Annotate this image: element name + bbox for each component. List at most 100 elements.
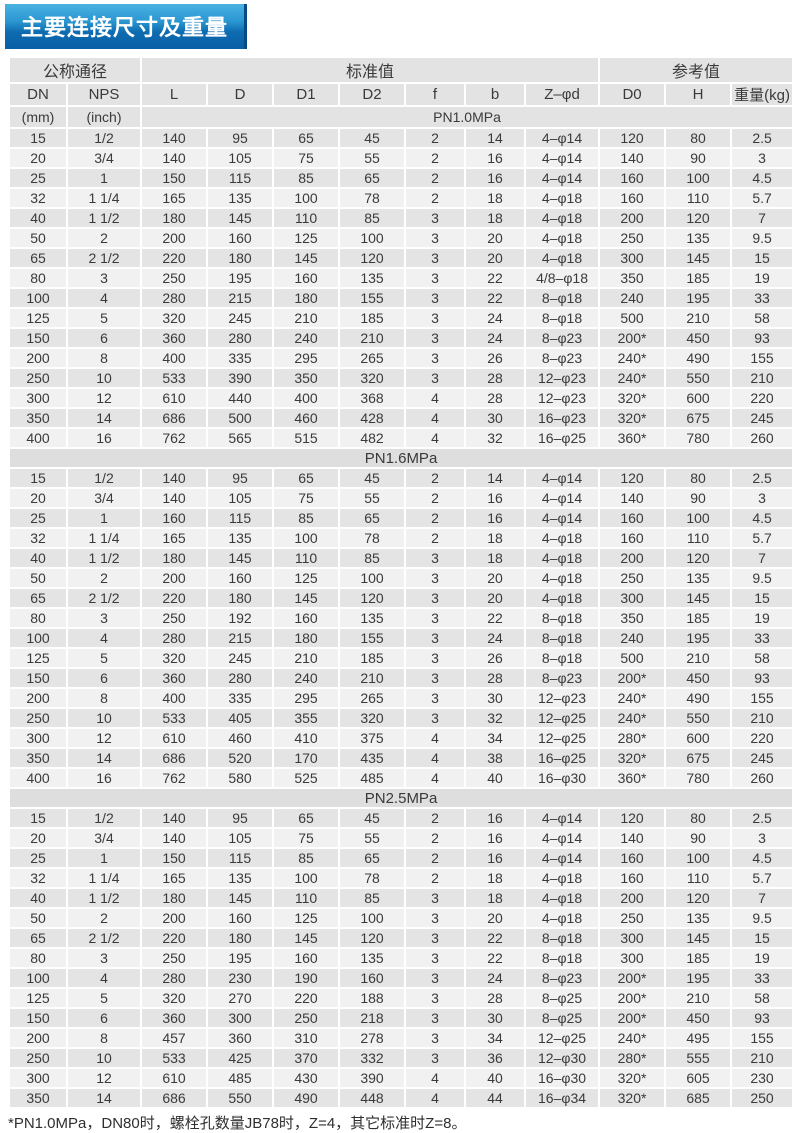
cell: 120: [598, 807, 667, 829]
cell: 3: [404, 587, 467, 609]
cell: 16–φ25: [524, 747, 601, 769]
cell: 3: [404, 567, 467, 589]
cell: 2: [404, 127, 467, 149]
cell: 110: [664, 867, 733, 889]
cell: 220: [730, 727, 795, 749]
cell: 28: [464, 667, 527, 689]
table-row: 25 1 160 115 85 65 2 16 4–φ14 160 100 4.5: [8, 507, 795, 529]
cell: 160: [598, 527, 667, 549]
table-row: 32 1 1/4 165 135 100 78 2 18 4–φ18 160 110 5.7: [8, 187, 795, 209]
cell: 686: [140, 1087, 209, 1109]
cell: 1: [65, 847, 143, 869]
cell: 3: [404, 627, 467, 649]
cell: 100: [338, 567, 407, 589]
cell: 38: [464, 747, 527, 769]
cell: 2: [404, 807, 467, 829]
cell: 65: [272, 807, 341, 829]
cell: 210: [338, 667, 407, 689]
cell: 16: [464, 847, 527, 869]
table-row: 350 14 686 500 460 428 4 30 16–φ23 320* 675 245: [8, 407, 795, 429]
cell: 135: [206, 867, 275, 889]
cell: 165: [140, 187, 209, 209]
cell: 1 1/2: [65, 547, 143, 569]
cell: 1 1/2: [65, 887, 143, 909]
cell: 210: [664, 987, 733, 1009]
cell: 22: [464, 607, 527, 629]
cell: 220: [140, 247, 209, 269]
cell: 3: [404, 927, 467, 949]
cell: 6: [65, 1007, 143, 1029]
cell: 450: [664, 667, 733, 689]
cell: 3: [404, 947, 467, 969]
cell: 25: [8, 167, 68, 189]
cell: 300: [206, 1007, 275, 1029]
cell: 400: [140, 347, 209, 369]
cell: 25: [8, 507, 68, 529]
cell: 12–φ23: [524, 387, 601, 409]
cell: 220: [140, 587, 209, 609]
cell: 1 1/4: [65, 867, 143, 889]
cell: 12: [65, 727, 143, 749]
table-row: 400 16 762 565 515 482 4 32 16–φ25 360* 780 260: [8, 427, 795, 449]
cell: 22: [464, 267, 527, 289]
cell: 185: [338, 307, 407, 329]
cell: 482: [338, 427, 407, 449]
cell: 3: [404, 287, 467, 309]
cell: 245: [206, 647, 275, 669]
cell: 10: [65, 707, 143, 729]
table-row: 20 3/4 140 105 75 55 2 16 4–φ14 140 90 3: [8, 147, 795, 169]
cell: 435: [338, 747, 407, 769]
cell: 1/2: [65, 127, 143, 149]
table-row: 65 2 1/2 220 180 145 120 3 20 4–φ18 300 145 15: [8, 247, 795, 269]
cell: 20: [464, 907, 527, 929]
cell: 310: [272, 1027, 341, 1049]
table-row: 200 8 457 360 310 278 3 34 12–φ25 240* 495 155: [8, 1027, 795, 1049]
cell: 120: [664, 547, 733, 569]
cell: 125: [8, 307, 68, 329]
cell: 120: [338, 247, 407, 269]
cell: 250: [140, 607, 209, 629]
cell: 125: [8, 987, 68, 1009]
cell: 3: [65, 267, 143, 289]
cell: 675: [664, 407, 733, 429]
cell: 390: [338, 1067, 407, 1089]
cell: 8: [65, 687, 143, 709]
cell: 210: [272, 307, 341, 329]
cell: 2: [404, 847, 467, 869]
cell: 115: [206, 167, 275, 189]
cell: 2: [65, 227, 143, 249]
section-label: PN1.6MPa: [7, 447, 795, 469]
col-header-d1: D1: [272, 82, 341, 107]
cell: 220: [140, 927, 209, 949]
cell: 12–φ25: [524, 1027, 601, 1049]
cell: 200: [8, 347, 68, 369]
cell: 600: [664, 727, 733, 749]
cell: 160: [598, 867, 667, 889]
cell: 762: [140, 427, 209, 449]
cell: 18: [464, 867, 527, 889]
cell: 188: [338, 987, 407, 1009]
cell: 110: [664, 527, 733, 549]
cell: 19: [730, 607, 795, 629]
cell: 15: [730, 247, 795, 269]
group-header-standard: 标准值: [140, 56, 601, 84]
cell: 18: [464, 207, 527, 229]
cell: 8–φ18: [524, 607, 601, 629]
cell: 145: [272, 247, 341, 269]
cell: 3: [404, 707, 467, 729]
table-row: 250 10 533 425 370 332 3 36 12–φ30 280* 555 210: [8, 1047, 795, 1069]
cell: 3: [404, 967, 467, 989]
cell: 65: [8, 927, 68, 949]
cell: 1 1/2: [65, 207, 143, 229]
cell: 280: [206, 667, 275, 689]
cell: 33: [730, 287, 795, 309]
section-label: PN1.0MPa: [140, 105, 795, 129]
cell: 135: [338, 607, 407, 629]
cell: 33: [730, 627, 795, 649]
cell: 4–φ18: [524, 187, 601, 209]
cell: 210: [664, 647, 733, 669]
cell: 32: [464, 427, 527, 449]
cell: 16–φ23: [524, 407, 601, 429]
cell: 120: [598, 127, 667, 149]
cell: 34: [464, 1027, 527, 1049]
